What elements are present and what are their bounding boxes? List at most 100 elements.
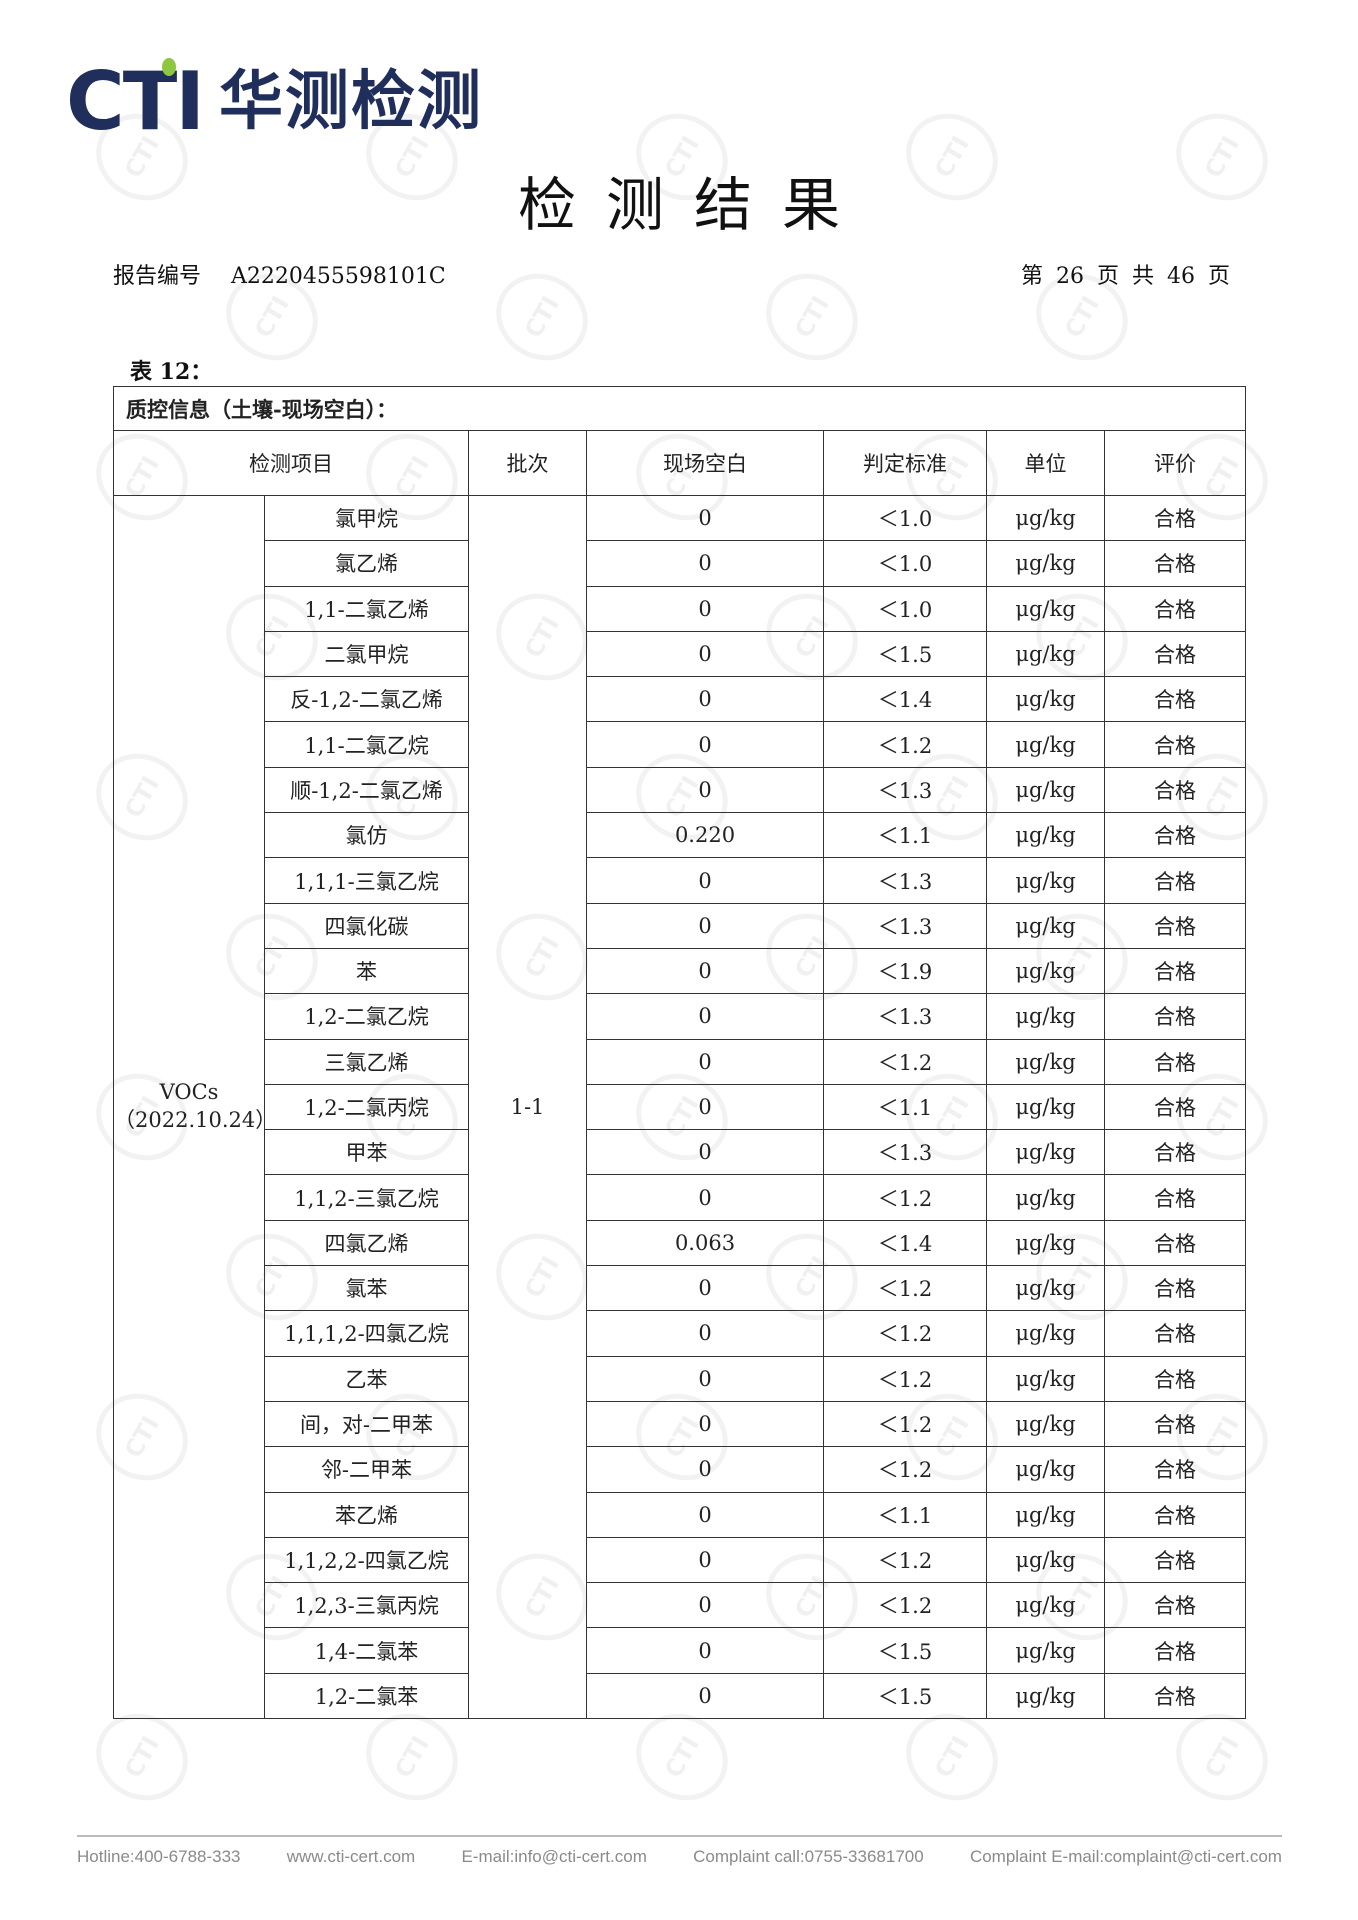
table-row: 苯乙烯 0 ＜1.1 μg/kg 合格 [114, 1491, 1247, 1538]
group-date: （2022.10.24） [114, 1108, 277, 1132]
table-row: 三氯乙烯 0 ＜1.2 μg/kg 合格 [114, 1038, 1247, 1085]
table-row: 1,2-二氯苯 0 ＜1.5 μg/kg 合格 [114, 1672, 1247, 1720]
table-row: 乙苯 0 ＜1.2 μg/kg 合格 [114, 1355, 1247, 1402]
standard-cell: ＜1.3 [823, 857, 987, 904]
unit-cell: μg/kg [986, 721, 1105, 768]
result-cell: 合格 [1103, 902, 1247, 949]
blank-cell: 0 [586, 766, 824, 814]
result-cell: 合格 [1103, 585, 1247, 632]
result-cell: 合格 [1103, 1174, 1247, 1221]
unit-cell: μg/kg [986, 766, 1105, 814]
unit-cell: μg/kg [986, 1129, 1105, 1176]
standard-cell: ＜1.2 [823, 1582, 987, 1629]
group-cell: VOCs （2022.10.24） [113, 494, 277, 1720]
table-row: 1,1,2-三氯乙烷 0 ＜1.2 μg/kg 合格 [114, 1174, 1247, 1221]
footer-hotline: Hotline:400-6788-333 [77, 1847, 241, 1866]
table-row: 苯 0 ＜1.9 μg/kg 合格 [114, 947, 1247, 995]
table-row: 1,2-二氯乙烷 0 ＜1.3 μg/kg 合格 [114, 993, 1247, 1040]
item-cell: 甲苯 [264, 1129, 469, 1176]
table-label: 表 12： [130, 359, 213, 385]
unit-cell: μg/kg [986, 1355, 1105, 1402]
table-row: 1,1,1,2-四氯乙烷 0 ＜1.2 μg/kg 合格 [114, 1310, 1247, 1357]
unit-cell: μg/kg [986, 1491, 1105, 1538]
item-cell: 乙苯 [264, 1355, 469, 1402]
group-name: VOCs [159, 1080, 219, 1104]
blank-cell: 0 [586, 1627, 824, 1674]
item-cell: 苯乙烯 [264, 1491, 469, 1538]
result-cell: 合格 [1103, 1672, 1247, 1720]
result-cell: 合格 [1103, 1129, 1247, 1176]
item-cell: 四氯乙烯 [264, 1219, 469, 1267]
standard-cell: ＜1.9 [823, 947, 987, 995]
result-cell: 合格 [1103, 1310, 1247, 1357]
footer-complaint-call: Complaint call:0755-33681700 [693, 1847, 924, 1866]
standard-cell: ＜1.3 [823, 993, 987, 1040]
blank-cell: 0 [586, 1129, 824, 1176]
item-cell: 顺-1,2-二氯乙烯 [264, 766, 469, 814]
header-item: 检测项目 [113, 430, 469, 496]
standard-cell: ＜1.0 [823, 585, 987, 632]
blank-cell: 0 [586, 1355, 824, 1402]
blank-cell: 0 [586, 1672, 824, 1720]
table-row: 1,4-二氯苯 0 ＜1.5 μg/kg 合格 [114, 1627, 1247, 1674]
item-cell: 氯甲烷 [264, 494, 469, 542]
item-cell: 氯仿 [264, 812, 469, 859]
item-cell: 邻-二甲苯 [264, 1446, 469, 1493]
item-cell: 1,1-二氯乙烯 [264, 585, 469, 632]
item-cell: 1,2-二氯丙烷 [264, 1083, 469, 1131]
unit-cell: μg/kg [986, 902, 1105, 949]
standard-cell: ＜1.2 [823, 1446, 987, 1493]
item-cell: 1,1,2,2-四氯乙烷 [264, 1536, 469, 1584]
blank-cell: 0 [586, 1265, 824, 1312]
batch-cell: 1-1 [468, 494, 587, 1720]
standard-cell: ＜1.1 [823, 812, 987, 859]
standard-cell: ＜1.2 [823, 1355, 987, 1402]
result-cell: 合格 [1103, 1491, 1247, 1538]
blank-cell: 0 [586, 494, 824, 542]
standard-cell: ＜1.2 [823, 1265, 987, 1312]
blank-cell: 0 [586, 857, 824, 904]
standard-cell: ＜1.2 [823, 1174, 987, 1221]
standard-cell: ＜1.3 [823, 902, 987, 949]
unit-cell: μg/kg [986, 1038, 1105, 1085]
unit-cell: μg/kg [986, 857, 1105, 904]
table-row: 邻-二甲苯 0 ＜1.2 μg/kg 合格 [114, 1446, 1247, 1493]
standard-cell: ＜1.3 [823, 1129, 987, 1176]
header-result: 评价 [1103, 430, 1247, 496]
standard-cell: ＜1.5 [823, 630, 987, 678]
result-cell: 合格 [1103, 1219, 1247, 1267]
standard-cell: ＜1.5 [823, 1672, 987, 1720]
footer-divider [77, 1835, 1282, 1837]
logo-brand: CTI [66, 55, 205, 148]
logo-name-cn: 华测检测 [219, 65, 484, 139]
standard-cell: ＜1.2 [823, 1038, 987, 1085]
table-row: 1,1-二氯乙烷 0 ＜1.2 μg/kg 合格 [114, 721, 1247, 768]
blank-cell: 0 [586, 1083, 824, 1131]
result-cell: 合格 [1103, 494, 1247, 542]
footer-complaint-email: Complaint E-mail:complaint@cti-cert.com [969, 1847, 1282, 1866]
blank-cell: 0 [586, 1038, 824, 1085]
header-standard: 判定标准 [823, 430, 987, 496]
table-row: 1,2,3-三氯丙烷 0 ＜1.2 μg/kg 合格 [114, 1582, 1247, 1629]
table-row: 1,1-二氯乙烯 0 ＜1.0 μg/kg 合格 [114, 585, 1247, 632]
result-cell: 合格 [1103, 812, 1247, 859]
result-cell: 合格 [1103, 1536, 1247, 1584]
blank-cell: 0 [586, 721, 824, 768]
item-cell: 1,2-二氯乙烷 [264, 993, 469, 1040]
result-cell: 合格 [1103, 630, 1247, 678]
unit-cell: μg/kg [986, 1174, 1105, 1221]
standard-cell: ＜1.4 [823, 1219, 987, 1267]
unit-cell: μg/kg [986, 812, 1105, 859]
result-cell: 合格 [1103, 1446, 1247, 1493]
standard-cell: ＜1.0 [823, 540, 987, 587]
blank-cell: 0 [586, 1174, 824, 1221]
unit-cell: μg/kg [986, 1627, 1105, 1674]
blank-cell: 0 [586, 947, 824, 995]
item-cell: 间，对-二甲苯 [264, 1400, 469, 1448]
logo-dot [162, 58, 176, 76]
table-row: 氯乙烯 0 ＜1.0 μg/kg 合格 [114, 540, 1247, 587]
footer: Hotline:400-6788-333 www.cti-cert.com E-… [77, 1847, 1282, 1867]
watermark-icon: CTI [750, 257, 874, 377]
result-cell: 合格 [1103, 1582, 1247, 1629]
result-cell: 合格 [1103, 857, 1247, 904]
